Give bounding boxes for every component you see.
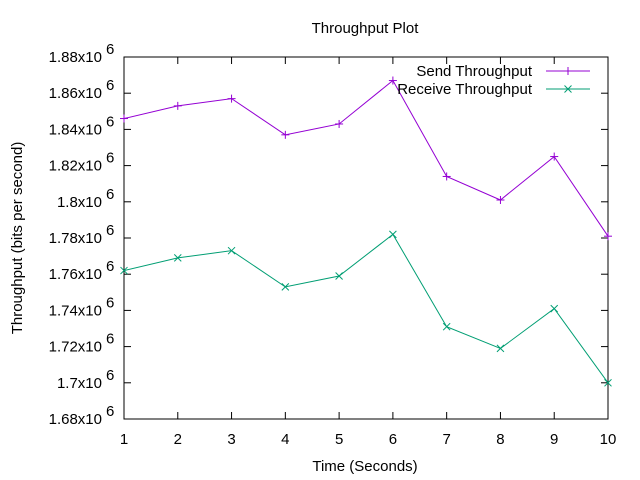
y-tick-mantissa: 1.82x10 (49, 158, 102, 175)
y-tick-exponent: 6 (106, 41, 114, 58)
y-tick-mantissa: 1.74x10 (49, 302, 102, 319)
data-point (120, 266, 128, 275)
data-point (442, 322, 451, 331)
x-axis-label: Time (Seconds) (312, 458, 417, 475)
data-point (227, 94, 236, 103)
x-tick-label: 4 (281, 431, 289, 448)
data-point (120, 114, 128, 123)
data-point (550, 152, 559, 161)
y-tick-label: 1.8x10 6 (57, 186, 114, 211)
data-point (227, 246, 236, 255)
y-tick-exponent: 6 (106, 403, 114, 420)
y-tick-label: 1.82x10 6 (49, 150, 115, 175)
data-point (388, 76, 397, 85)
x-tick-label: 1 (120, 431, 128, 448)
series-layer (120, 76, 612, 387)
series-line (123, 233, 609, 384)
data-point (550, 304, 559, 313)
y-tick-exponent: 6 (106, 77, 114, 94)
x-tick-label: 7 (442, 431, 450, 448)
y-tick-exponent: 6 (106, 150, 114, 167)
y-tick-mantissa: 1.68x10 (49, 411, 102, 428)
y-tick-exponent: 6 (106, 294, 114, 311)
x-tick-label: 3 (227, 431, 235, 448)
y-tick-label: 1.7x10 6 (57, 367, 114, 392)
series-send-throughput (120, 76, 612, 241)
y-tick-exponent: 6 (106, 331, 114, 348)
y-tick-exponent: 6 (106, 186, 114, 203)
data-point (442, 172, 451, 181)
data-point (335, 119, 344, 128)
data-point (281, 283, 290, 291)
series-receive-throughput (120, 230, 612, 387)
data-point (564, 67, 572, 75)
data-point (496, 195, 505, 204)
y-tick-mantissa: 1.84x10 (49, 121, 102, 138)
series-line (123, 79, 609, 237)
y-tick-label: 1.88x10 6 (49, 41, 115, 66)
y-tick-mantissa: 1.7x10 (57, 375, 102, 392)
x-tick-label: 10 (600, 431, 617, 448)
y-tick-label: 1.84x10 6 (49, 113, 115, 138)
plot-area-frame (123, 56, 609, 420)
data-point (335, 272, 343, 280)
y-axis-label: Throughput (bits per second) (9, 142, 26, 335)
data-point (604, 378, 612, 387)
y-tick-exponent: 6 (106, 222, 114, 239)
y-tick-mantissa: 1.76x10 (49, 266, 102, 283)
x-tick-label: 5 (335, 431, 343, 448)
data-point (173, 254, 182, 262)
x-tick-label: 2 (174, 431, 182, 448)
y-tick-exponent: 6 (106, 367, 114, 384)
y-tick-label: 1.74x10 6 (49, 294, 115, 319)
x-tick-label: 6 (389, 431, 397, 448)
y-tick-label: 1.72x10 6 (49, 331, 115, 356)
y-tick-exponent: 6 (106, 258, 114, 275)
x-tick-label: 8 (496, 431, 504, 448)
y-tick-mantissa: 1.72x10 (49, 339, 102, 356)
legend-label: Receive Throughput (397, 81, 533, 98)
chart-title: Throughput Plot (312, 20, 420, 37)
y-tick-mantissa: 1.86x10 (49, 85, 102, 102)
data-point (281, 130, 290, 139)
y-tick-label: 1.86x10 6 (49, 77, 115, 102)
axis-ticks: 1 2 3 4 5 6 7 8 9 101.68x10 61.7x10 61.72x10 61.74x1… (49, 41, 617, 448)
y-tick-label: 1.78x10 6 (49, 222, 115, 247)
data-point (496, 344, 505, 353)
data-point (173, 101, 182, 110)
y-tick-mantissa: 1.88x10 (49, 49, 102, 66)
y-tick-label: 1.76x10 6 (49, 258, 115, 283)
data-point (604, 232, 612, 241)
legend-label: Send Throughput (416, 63, 532, 80)
y-tick-mantissa: 1.8x10 (57, 194, 102, 211)
y-tick-label: 1.68x10 6 (49, 403, 115, 428)
x-tick-label: 9 (550, 431, 558, 448)
data-point (564, 85, 572, 93)
data-point (389, 230, 397, 239)
y-tick-mantissa: 1.78x10 (49, 230, 102, 247)
y-tick-exponent: 6 (106, 113, 114, 130)
